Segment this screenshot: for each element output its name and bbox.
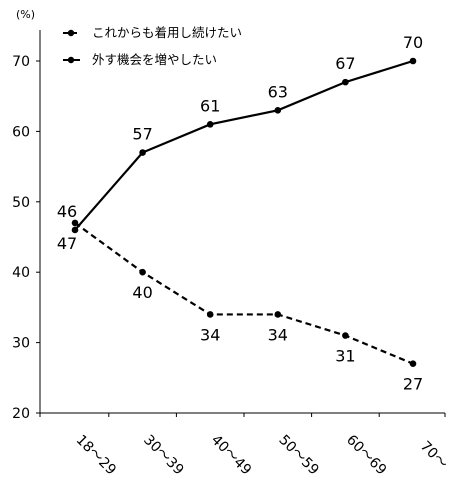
data-label: 70 xyxy=(403,33,423,52)
chart-series-layer: 47 40 34 34 31 27 46 57 61 63 67 70 xyxy=(57,33,423,394)
data-point xyxy=(206,311,214,318)
data-label: 46 xyxy=(57,202,77,221)
data-point xyxy=(206,121,214,128)
chart-axes: 20 30 40 50 60 70 18～29 30～39 40～49 50～59 60～69 70～ xyxy=(12,30,450,478)
data-label: 34 xyxy=(268,325,288,344)
data-label: 61 xyxy=(200,96,220,115)
x-category-label: 70～ xyxy=(417,438,450,472)
legend-label-continue-wearing: これからも着用し続けたい xyxy=(92,25,242,40)
y-tick-label: 30 xyxy=(12,336,30,352)
y-tick-label: 50 xyxy=(12,195,30,211)
chart-legend: これからも着用し続けたい 外す機会を増やしたい xyxy=(63,25,242,67)
data-point xyxy=(274,106,282,114)
y-tick-label: 40 xyxy=(12,265,30,281)
data-label: 47 xyxy=(57,234,77,253)
data-point xyxy=(139,149,146,156)
y-tick-label: 60 xyxy=(12,124,30,140)
y-tick-label: 70 xyxy=(12,54,30,70)
data-point xyxy=(409,57,417,65)
data-label: 27 xyxy=(403,375,423,394)
series-line-dashed xyxy=(74,222,414,365)
data-label: 67 xyxy=(335,54,355,73)
x-category-label: 50～59 xyxy=(275,432,321,478)
data-label: 63 xyxy=(268,82,288,101)
x-category-label: 30～39 xyxy=(140,432,186,478)
data-point xyxy=(139,268,146,276)
series-line-solid xyxy=(74,59,414,231)
data-point xyxy=(342,332,349,339)
data-point xyxy=(409,360,417,368)
data-point xyxy=(71,219,79,227)
x-category-label: 40～49 xyxy=(208,432,254,478)
legend-marker-dashed xyxy=(67,29,75,37)
y-axis-unit-label: (%) xyxy=(16,8,35,21)
data-label: 57 xyxy=(132,125,152,144)
data-label: 31 xyxy=(335,347,355,366)
data-point xyxy=(342,78,349,86)
x-category-label: 18～29 xyxy=(73,432,119,478)
y-tick-label: 20 xyxy=(12,406,30,422)
legend-label-remove-more-often: 外す機会を増やしたい xyxy=(92,52,217,67)
data-point xyxy=(71,226,79,234)
legend-marker-solid xyxy=(67,56,75,64)
data-label: 34 xyxy=(200,325,220,344)
data-point xyxy=(274,311,282,318)
x-category-label: 60～69 xyxy=(343,432,389,478)
data-label: 40 xyxy=(132,283,152,302)
